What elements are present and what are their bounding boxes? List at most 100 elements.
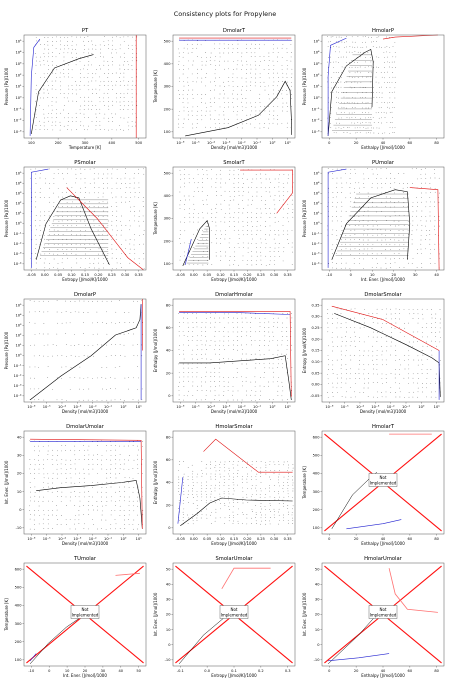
- data-point: [290, 56, 292, 58]
- data-point: [116, 220, 117, 221]
- data-point: [56, 345, 57, 346]
- data-point: [106, 183, 108, 184]
- data-point: [398, 239, 400, 241]
- data-point: [39, 197, 41, 198]
- data-point: [39, 125, 41, 126]
- data-point: [399, 383, 400, 384]
- data-point: [274, 264, 275, 265]
- data-point: [66, 238, 68, 240]
- x-tick-label: 10⁻¹: [402, 405, 410, 409]
- data-point: [350, 248, 351, 250]
- data-point: [367, 220, 369, 222]
- data-point: [228, 467, 230, 469]
- data-point: [246, 73, 247, 74]
- data-point: [92, 378, 93, 379]
- data-point: [88, 267, 90, 268]
- data-point: [399, 248, 400, 250]
- data-point: [227, 377, 229, 378]
- data-point: [269, 335, 270, 337]
- data-point: [365, 36, 366, 37]
- data-point: [393, 258, 395, 259]
- data-point: [104, 113, 106, 115]
- data-point: [107, 97, 109, 99]
- y-tick-label: 40: [166, 582, 171, 586]
- data-point: [101, 399, 103, 401]
- data-point: [87, 36, 89, 38]
- data-point: [107, 168, 108, 170]
- data-point: [218, 372, 220, 373]
- data-point: [200, 44, 202, 46]
- data-point: [110, 510, 112, 511]
- data-point: [75, 473, 76, 475]
- data-point: [417, 201, 418, 203]
- liquid-branch: [221, 567, 271, 590]
- data-point: [227, 47, 229, 49]
- data-point: [215, 517, 217, 519]
- data-point: [206, 73, 207, 75]
- plot-frame: [23, 166, 147, 271]
- data-point: [408, 354, 410, 356]
- data-point: [292, 464, 294, 466]
- data-point: [219, 466, 221, 468]
- data-point: [269, 508, 271, 510]
- data-point: [282, 217, 284, 218]
- data-point: [399, 391, 401, 393]
- y-tick-label: 10²: [15, 73, 22, 77]
- data-point: [115, 36, 117, 38]
- data-point: [279, 200, 280, 201]
- data-point: [92, 333, 94, 335]
- subplot-title: SmolarT: [223, 160, 245, 166]
- data-point: [269, 461, 271, 462]
- data-point: [63, 105, 65, 107]
- data-point: [178, 464, 180, 466]
- data-point: [51, 61, 53, 63]
- data-point: [265, 238, 266, 240]
- data-point: [277, 106, 279, 107]
- data-point: [57, 267, 59, 269]
- data-point: [192, 336, 194, 337]
- data-point: [96, 109, 98, 110]
- data-point: [197, 43, 198, 45]
- data-point: [336, 210, 337, 212]
- data-point: [38, 455, 39, 456]
- data-point: [260, 225, 262, 227]
- data-point: [287, 233, 289, 235]
- data-point: [197, 106, 198, 107]
- y-tick-label: -10: [165, 658, 172, 662]
- data-point: [207, 178, 208, 179]
- data-point: [67, 36, 69, 38]
- data-point: [420, 220, 422, 222]
- data-point: [184, 230, 186, 232]
- data-point: [83, 514, 85, 516]
- y-tick-label: 20: [315, 613, 320, 617]
- data-point: [282, 97, 284, 99]
- data-point: [214, 390, 216, 392]
- data-point: [128, 377, 129, 379]
- data-point: [129, 201, 131, 203]
- data-point: [84, 37, 85, 38]
- data-point: [360, 56, 361, 58]
- data-point: [84, 100, 85, 102]
- data-point: [205, 371, 207, 373]
- data-point: [29, 311, 31, 313]
- data-point: [67, 125, 69, 126]
- data-point: [381, 234, 383, 236]
- data-point: [123, 510, 125, 511]
- data-point: [183, 493, 185, 495]
- data-point: [70, 248, 72, 250]
- data-point: [103, 64, 105, 66]
- data-point: [283, 195, 285, 196]
- saturation-curve: [29, 304, 142, 401]
- data-point: [180, 243, 181, 244]
- data-point: [411, 263, 413, 265]
- data-point: [62, 244, 63, 246]
- data-point: [278, 190, 280, 192]
- data-point: [210, 467, 211, 469]
- data-point: [29, 510, 31, 512]
- data-point: [359, 355, 361, 357]
- data-point: [43, 44, 45, 46]
- data-point: [380, 72, 382, 74]
- data-point: [179, 110, 180, 112]
- data-point: [92, 400, 93, 401]
- data-point: [34, 258, 36, 260]
